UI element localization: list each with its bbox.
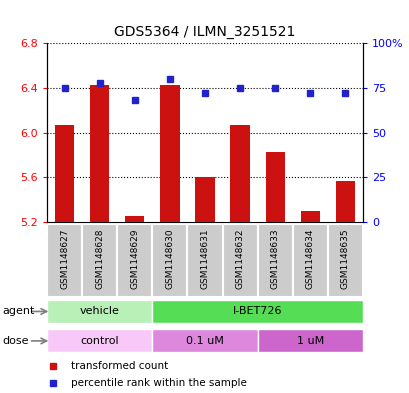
Bar [125, 217, 144, 222]
Bar [222, 224, 257, 297]
Bar [257, 329, 362, 353]
Text: vehicle: vehicle [80, 307, 119, 316]
Bar [327, 224, 362, 297]
Bar [152, 329, 257, 353]
Bar [300, 211, 319, 222]
Bar [335, 181, 354, 222]
Text: GSM1148629: GSM1148629 [130, 229, 139, 289]
Bar [152, 300, 362, 323]
Text: GSM1148631: GSM1148631 [200, 229, 209, 289]
Bar [47, 329, 152, 353]
Text: dose: dose [2, 336, 29, 346]
Text: 0.1 uM: 0.1 uM [186, 336, 223, 346]
Bar [265, 152, 284, 222]
Text: agent: agent [2, 307, 34, 316]
Text: GSM1148630: GSM1148630 [165, 229, 174, 289]
Text: transformed count: transformed count [71, 361, 168, 371]
Bar [230, 125, 249, 222]
Bar [195, 177, 214, 222]
Title: GDS5364 / ILMN_3251521: GDS5364 / ILMN_3251521 [114, 26, 295, 39]
Text: GSM1148633: GSM1148633 [270, 229, 279, 289]
Bar [187, 224, 222, 297]
Bar [82, 224, 117, 297]
Text: 1 uM: 1 uM [296, 336, 323, 346]
Bar [47, 300, 152, 323]
Text: GSM1148634: GSM1148634 [305, 229, 314, 289]
Text: GSM1148635: GSM1148635 [340, 229, 349, 289]
Bar [47, 224, 82, 297]
Bar [90, 84, 109, 222]
Text: control: control [80, 336, 119, 346]
Text: GSM1148628: GSM1148628 [95, 229, 104, 289]
Bar [257, 224, 292, 297]
Text: percentile rank within the sample: percentile rank within the sample [71, 378, 246, 388]
Text: GSM1148632: GSM1148632 [235, 229, 244, 289]
Text: I-BET726: I-BET726 [232, 307, 282, 316]
Text: GSM1148627: GSM1148627 [60, 229, 69, 289]
Bar [117, 224, 152, 297]
Bar [292, 224, 327, 297]
Bar [160, 84, 179, 222]
Bar [55, 125, 74, 222]
Bar [152, 224, 187, 297]
